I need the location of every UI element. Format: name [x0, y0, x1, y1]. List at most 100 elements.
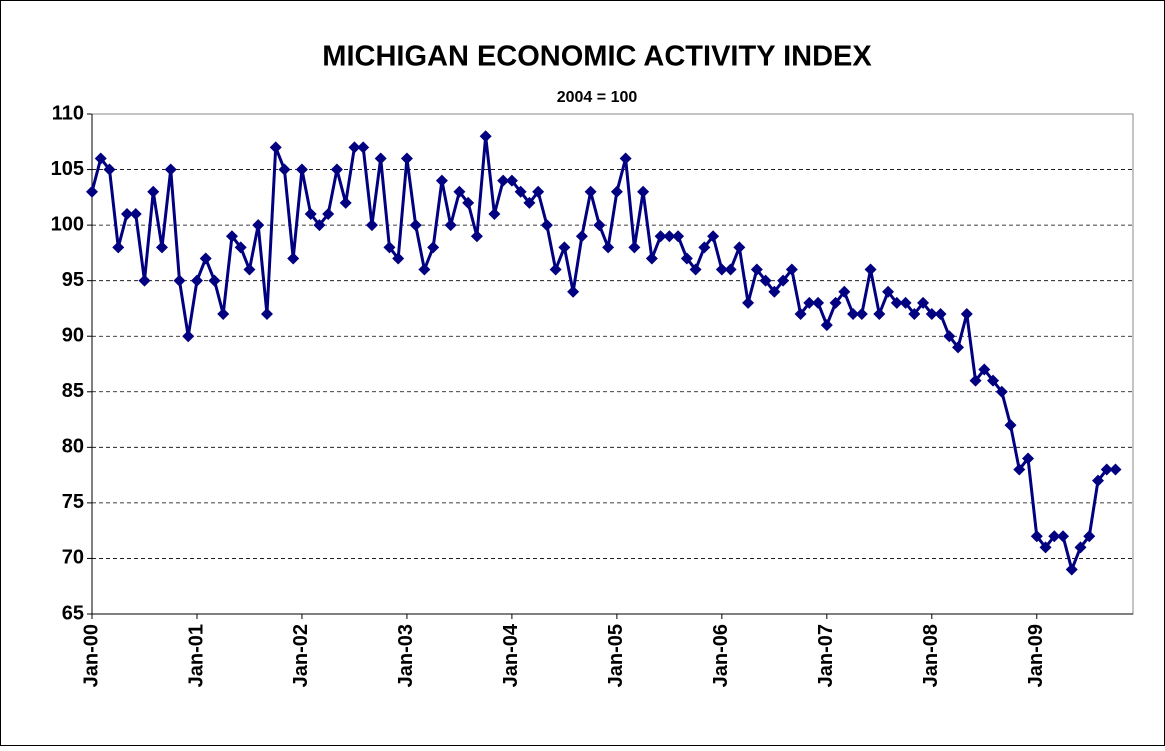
y-tick-label: 110	[52, 102, 84, 124]
y-tick-label: 95	[62, 269, 84, 291]
y-tick-label: 105	[51, 158, 84, 180]
data-point	[750, 263, 763, 276]
data-point	[1100, 463, 1113, 476]
data-point	[628, 241, 641, 254]
chart-title: MICHIGAN ECONOMIC ACTIVITY INDEX	[322, 41, 872, 73]
data-point	[330, 163, 343, 176]
data-point	[225, 230, 238, 243]
y-tick-label: 90	[62, 325, 84, 347]
data-point	[812, 296, 825, 309]
data-point	[138, 274, 151, 287]
data-point	[602, 241, 615, 254]
data-point	[86, 185, 98, 198]
y-tick-label: 75	[62, 491, 84, 513]
x-tick-label: Jan-01	[185, 624, 207, 687]
data-point	[890, 296, 903, 309]
data-point	[1109, 463, 1122, 476]
data-point	[470, 230, 483, 243]
data-point	[768, 285, 781, 298]
data-point	[873, 308, 886, 320]
data-point	[400, 152, 413, 165]
data-point	[155, 241, 168, 254]
data-point	[1039, 541, 1052, 554]
data-point	[934, 308, 947, 320]
data-point	[164, 163, 177, 176]
data-point	[619, 152, 632, 165]
data-point	[864, 263, 877, 276]
y-tick-label: 70	[62, 547, 84, 569]
series-line	[90, 134, 1116, 572]
data-point	[383, 241, 396, 254]
data-point	[462, 196, 475, 209]
data-point	[129, 208, 142, 220]
data-point	[584, 185, 597, 198]
data-point	[917, 296, 930, 309]
data-point	[575, 230, 588, 243]
data-point	[173, 274, 186, 287]
data-point	[689, 263, 702, 276]
x-tick-label: Jan-08	[920, 624, 942, 687]
data-point	[733, 241, 746, 254]
data-point	[855, 308, 868, 320]
data-point	[217, 308, 230, 320]
data-point	[1048, 530, 1061, 543]
data-point	[94, 152, 107, 165]
x-tick-label: Jan-06	[710, 624, 732, 687]
data-point	[715, 263, 728, 276]
data-point	[313, 219, 326, 232]
data-point	[698, 241, 711, 254]
data-point	[794, 308, 807, 320]
data-point	[112, 241, 125, 254]
data-point	[777, 274, 790, 287]
data-point	[488, 208, 501, 220]
data-point	[514, 185, 527, 198]
data-point	[952, 341, 965, 354]
y-tick-label: 80	[62, 436, 84, 458]
data-point	[978, 363, 991, 376]
data-point	[199, 252, 212, 265]
data-point	[960, 308, 973, 320]
data-point	[234, 241, 247, 254]
data-point	[969, 374, 982, 387]
y-tick-label: 85	[62, 380, 84, 402]
data-point	[103, 163, 116, 176]
data-point	[304, 208, 317, 220]
data-point	[409, 219, 422, 232]
data-point	[558, 241, 571, 254]
data-point	[663, 230, 676, 243]
data-point	[243, 263, 256, 276]
data-point	[497, 174, 510, 187]
data-point	[505, 174, 518, 187]
data-point	[1074, 541, 1087, 554]
data-point	[392, 252, 405, 265]
data-point	[540, 219, 553, 232]
data-point	[1030, 530, 1043, 543]
data-point	[943, 330, 956, 343]
data-point	[610, 185, 623, 198]
data-point	[532, 185, 545, 198]
data-point	[1004, 419, 1017, 432]
data-point	[278, 163, 291, 176]
chart-subtitle: 2004 = 100	[557, 89, 638, 106]
data-point	[1083, 530, 1096, 543]
x-tick-label: Jan-07	[815, 624, 837, 687]
data-point	[672, 230, 685, 243]
data-point	[707, 230, 720, 243]
data-point	[1013, 463, 1026, 476]
data-point	[435, 174, 448, 187]
data-point	[260, 308, 273, 320]
data-point	[829, 296, 842, 309]
data-point	[147, 185, 160, 198]
data-point	[479, 130, 492, 143]
data-point	[295, 163, 308, 176]
data-point	[190, 274, 203, 287]
x-tick-label: Jan-00	[80, 624, 102, 687]
data-point	[523, 196, 536, 209]
data-point	[1057, 530, 1070, 543]
data-point	[287, 252, 300, 265]
data-point	[208, 274, 221, 287]
data-point	[925, 308, 938, 320]
data-point	[680, 252, 693, 265]
